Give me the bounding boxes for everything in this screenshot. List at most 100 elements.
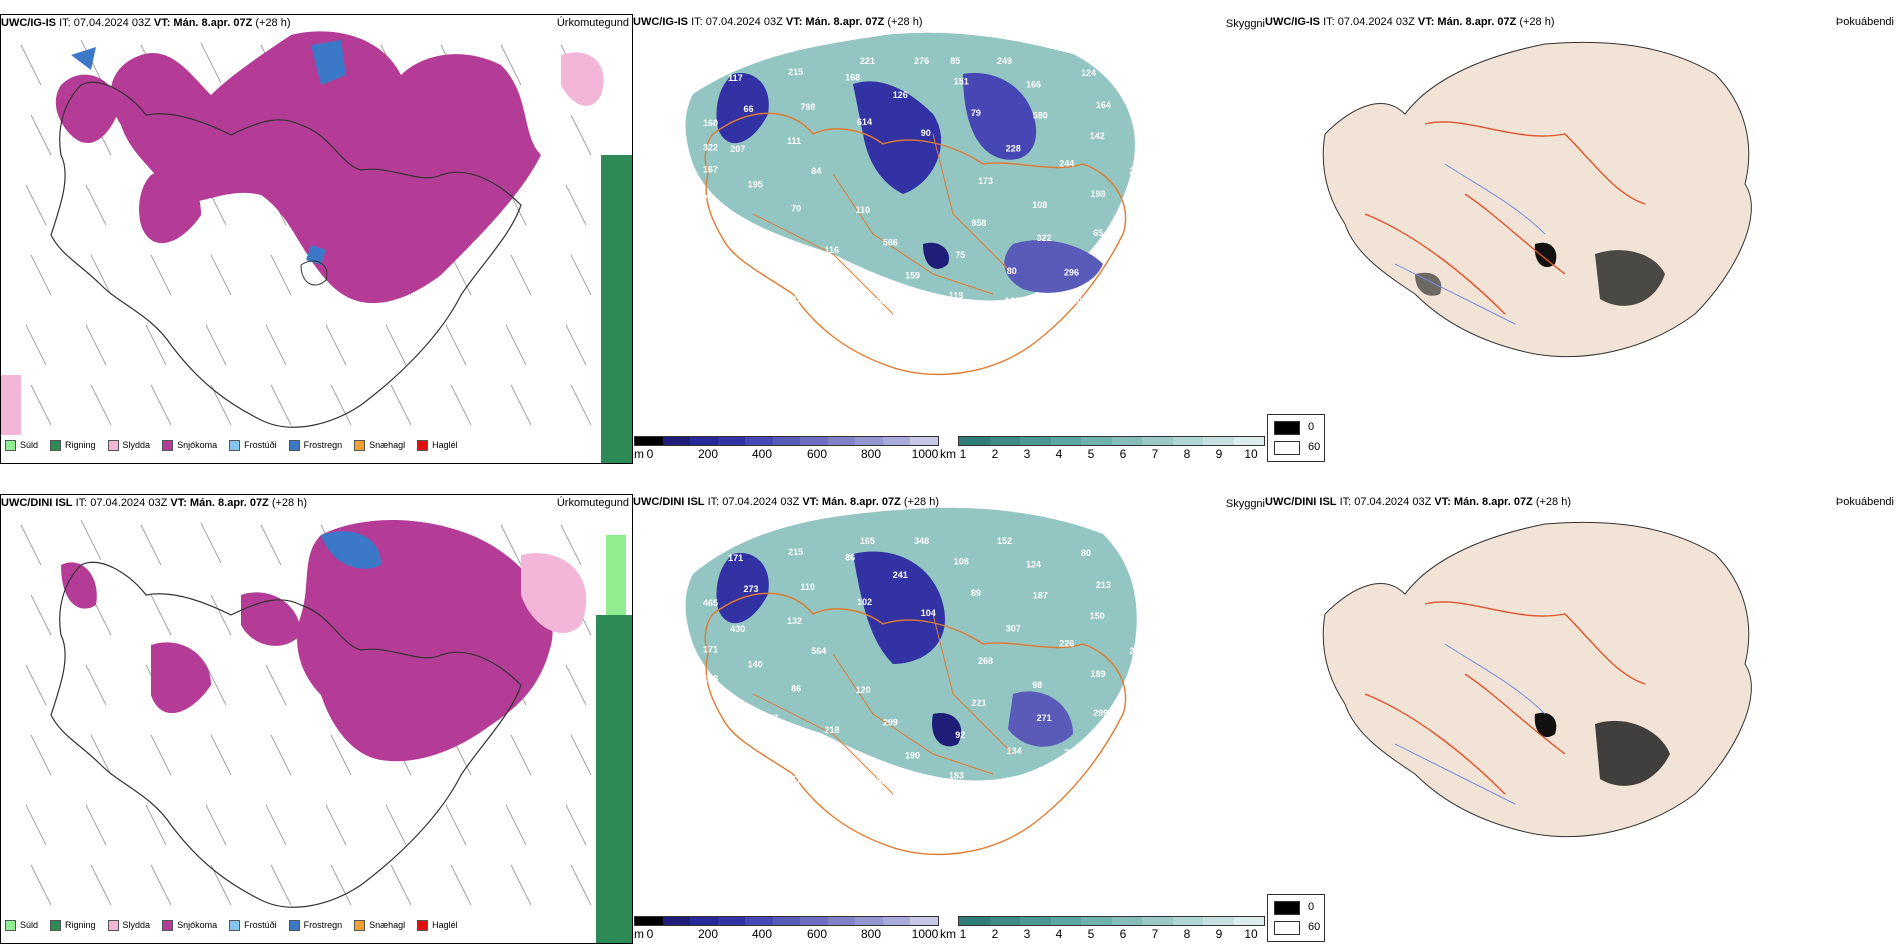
cloud-tick: 400: [751, 927, 773, 941]
vis-cells: [958, 916, 1265, 926]
cloud-base-label: 134: [1007, 746, 1022, 756]
vis-header-bottom: UWC/DINI ISL IT: 07.04.2024 03Z VT: Mán.…: [633, 496, 939, 508]
legend-label: Haglél: [432, 440, 458, 450]
legend-label: Súld: [20, 920, 39, 930]
cloud-base-label: 299: [1093, 708, 1108, 718]
cloud-base-label: 66: [744, 104, 754, 114]
legend-swatch: [162, 439, 174, 451]
cloud-base-label: 140: [748, 660, 763, 670]
cloud-base-label: 160: [1005, 296, 1020, 306]
fog-swatch-dark: [1274, 421, 1300, 435]
cloud-base-label: 218: [825, 725, 840, 735]
colorbar-cell: [690, 917, 718, 925]
legend-swatch: [229, 919, 241, 931]
cloud-base-label: 151: [954, 77, 969, 87]
legend-swatch: [354, 919, 366, 931]
cloud-base-label: 207: [730, 144, 745, 154]
cloud-base-label: 142: [1090, 131, 1105, 141]
cloud-base-label: 470: [1150, 616, 1165, 626]
cloud-base-label: 168: [845, 73, 860, 83]
colorbar-cell: [910, 917, 939, 925]
legend-swatch: [162, 919, 174, 931]
init-time: IT: 07.04.2024 03Z: [1339, 496, 1432, 508]
init-time: IT: 07.04.2024 03Z: [75, 497, 168, 509]
cloud-base-label: 195: [748, 180, 763, 190]
cloud-base-label: 102: [857, 597, 872, 607]
colorbar-cell: [1142, 437, 1173, 445]
cloud-base-label: 213: [1096, 580, 1111, 590]
model-label: UWC/IG-IS: [1, 17, 56, 29]
colorbar-cell: [1020, 437, 1051, 445]
lead-time: (+28 h): [1519, 16, 1555, 28]
cloud-base-label: 431: [872, 776, 887, 786]
cloud-base-label: 215: [788, 67, 803, 77]
cloud-base-label: 198: [1091, 189, 1106, 199]
cloud-base-label: 173: [978, 176, 993, 186]
cloud-base-label: 80: [1081, 548, 1091, 558]
cloud-base-label: 322: [1037, 233, 1052, 243]
cloud-base-label: 187: [1033, 591, 1048, 601]
legend-swatch: [107, 919, 119, 931]
legend-swatch: [417, 439, 429, 451]
cloud-base-label: 296: [1064, 267, 1079, 277]
cloud-base-label: 120: [856, 685, 871, 695]
fog-legend-bottom: 0 60: [1267, 894, 1325, 942]
precip-header-bottom: UWC/DINI ISL IT: 07.04.2024 03Z VT: Mán.…: [1, 497, 307, 509]
cloud-base-label: 135: [703, 716, 718, 726]
cloud-base-label: 98: [1032, 680, 1042, 690]
vis-unit: km: [940, 447, 956, 461]
init-time: IT: 07.04.2024 03Z: [59, 17, 151, 29]
cloud-tick: 1000: [911, 447, 939, 461]
colorbar-cell: [855, 437, 883, 445]
cloud-tick: 800: [860, 927, 882, 941]
legend-label: Frostregn: [303, 920, 343, 930]
valid-time: VT: Mán. 8.apr. 07Z: [785, 16, 885, 28]
cloud-tick: 0: [646, 927, 654, 941]
cloud-base-label: 189: [1091, 669, 1106, 679]
colorbar-cell: [1111, 917, 1142, 925]
lead-time: (+28 h): [1535, 496, 1572, 508]
fog-title-top: Þokuábendi: [1835, 16, 1894, 28]
cloud-base-label: 247: [1129, 166, 1144, 176]
fog-map-top: [1322, 41, 1752, 358]
cloud-base-label: 430: [730, 624, 745, 634]
cloud-unit: m: [634, 927, 644, 941]
cloud-base-label: 187: [763, 713, 778, 723]
cloud-base-label: 193: [872, 296, 887, 306]
colorbar-cell: [1172, 437, 1203, 445]
legend-label: Frostúði: [244, 920, 277, 930]
colorbar-cell: [882, 437, 911, 445]
vis-tick: 4: [1055, 927, 1063, 941]
cloud-base-label: 117: [1178, 183, 1193, 193]
vis-unit: km: [940, 927, 956, 941]
cloud-base-label: 160: [703, 118, 718, 128]
cloud-base-label: 108: [954, 557, 969, 567]
init-time: IT: 07.04.2024 03Z: [691, 16, 783, 28]
cloud-base-label: 212: [1121, 257, 1136, 267]
cloud-base-label: 166: [1026, 80, 1041, 90]
colorbar-cell: [717, 437, 746, 445]
cloud-base-label: 92: [955, 730, 965, 740]
cloud-base-label: 274: [703, 236, 718, 246]
legend-label: Snæhagl: [369, 440, 406, 450]
cloud-base-label: 110: [800, 582, 815, 592]
vis-tick: 8: [1183, 447, 1191, 461]
valid-time: VT: Mán. 8.apr. 07Z: [153, 17, 253, 29]
cloud-base-label: 958: [971, 218, 986, 228]
vis-tick: 3: [1023, 447, 1031, 461]
init-time: IT: 07.04.2024 03Z: [1323, 16, 1415, 28]
fog-title-bottom: Þokuábendi: [1835, 496, 1894, 508]
cloud-base-label: 90: [714, 205, 724, 215]
lead-time: (+28 h): [903, 496, 940, 508]
cloud-base-label: 80: [714, 685, 724, 695]
cloud-base-label: 110: [856, 205, 871, 215]
cloud-base-label: 798: [800, 102, 815, 112]
legend-label: Slydda: [122, 920, 151, 930]
cloud-tick: 600: [806, 927, 828, 941]
cloud-base-label: 84: [811, 166, 821, 176]
colorbar-cell: [855, 917, 883, 925]
lead-time: (+28 h): [271, 497, 308, 509]
colorbar-cell: [772, 437, 801, 445]
cloud-base-label: 116: [825, 245, 840, 255]
vis-tick: 1: [959, 927, 967, 941]
